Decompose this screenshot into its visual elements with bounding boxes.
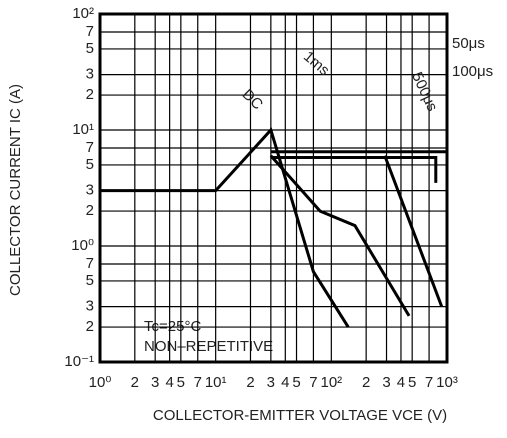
x-tick-label: 3	[382, 374, 390, 391]
series-line	[270, 155, 438, 183]
x-tick-label: 4	[281, 374, 289, 391]
y-tick-label: 3	[86, 298, 94, 315]
y-tick-label: 5	[86, 40, 94, 57]
y-tick-label: 2	[86, 318, 94, 335]
plot-frame	[98, 12, 449, 364]
x-tick-label: 5	[292, 374, 300, 391]
series-line	[269, 154, 411, 317]
y-tick-label: 10¹	[72, 121, 94, 138]
series-label: 500μs	[408, 70, 441, 114]
series-line	[100, 127, 350, 328]
x-tick-label: 2	[131, 374, 139, 391]
y-tick-label: 7	[86, 255, 94, 272]
x-tick-label: 4	[165, 374, 173, 391]
y-tick-label: 2	[86, 86, 94, 103]
x-tick-label: 7	[309, 374, 317, 391]
y-tick-label: 5	[86, 272, 94, 289]
series-label: 50μs	[452, 35, 485, 52]
x-tick-label: 3	[267, 374, 275, 391]
annotation: NON–REPETITIVE	[144, 338, 273, 355]
y-tick-label: 3	[86, 66, 94, 83]
x-tick-label: 10³	[436, 374, 458, 391]
y-tick-label: 3	[86, 182, 94, 199]
y-tick-label: 7	[86, 139, 94, 156]
series-label: 100μs	[452, 63, 493, 80]
x-tick-label: 2	[246, 374, 254, 391]
x-tick-label: 7	[194, 374, 202, 391]
x-tick-label: 5	[408, 374, 416, 391]
y-tick-label: 2	[86, 202, 94, 219]
annotation: Tc=25°C	[144, 318, 201, 335]
y-tick-label: 10²	[72, 5, 94, 22]
x-tick-label: 10¹	[205, 374, 227, 391]
series-line	[383, 155, 444, 308]
y-tick-label: 10⁻¹	[64, 353, 94, 370]
x-tick-label: 5	[177, 374, 185, 391]
x-tick-label: 10²	[320, 374, 342, 391]
y-axis-label: COLLECTOR CURRENT IC (A)	[7, 84, 24, 296]
y-tick-label: 10⁰	[71, 237, 94, 254]
x-tick-label: 7	[425, 374, 433, 391]
x-tick-label: 2	[362, 374, 370, 391]
x-tick-label: 3	[151, 374, 159, 391]
x-tick-label: 4	[397, 374, 405, 391]
series-label: DC	[239, 86, 266, 113]
y-tick-label: 7	[86, 23, 94, 40]
x-axis-label: COLLECTOR-EMITTER VOLTAGE VCE (V)	[153, 407, 447, 424]
y-tick-label: 5	[86, 156, 94, 173]
x-tick-label: 10⁰	[89, 374, 112, 391]
